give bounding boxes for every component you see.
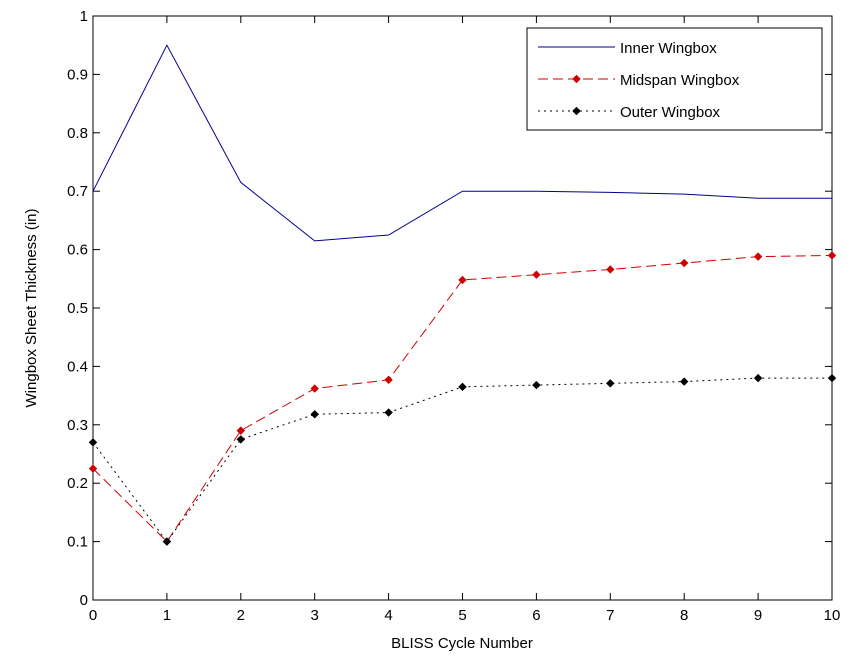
data-point <box>679 258 689 268</box>
legend-label: Outer Wingbox <box>620 104 721 121</box>
x-tick-label: 1 <box>163 607 171 624</box>
legend-marker <box>572 74 581 84</box>
y-tick-label: 0.4 <box>67 358 88 375</box>
x-tick-label: 10 <box>824 607 841 624</box>
data-point <box>532 270 541 279</box>
legend-label: Midspan Wingbox <box>620 72 740 89</box>
data-point <box>88 438 98 447</box>
y-tick-label: 0.5 <box>67 300 88 317</box>
y-tick-label: 0.6 <box>67 242 88 259</box>
y-axis-label: Wingbox Sheet Thickness (in) <box>23 209 40 408</box>
data-point <box>310 384 319 393</box>
data-point <box>606 265 615 274</box>
series-line <box>92 44 832 242</box>
data-point <box>827 373 837 383</box>
data-point <box>384 408 393 417</box>
legend-marker <box>572 106 581 116</box>
x-tick-label: 0 <box>89 607 97 624</box>
data-point <box>236 426 246 435</box>
legend-label: Inner Wingbox <box>620 40 717 57</box>
series-line <box>92 254 833 543</box>
y-tick-label: 0.7 <box>67 183 88 200</box>
data-point <box>679 377 689 386</box>
x-tick-label: 4 <box>384 607 392 624</box>
data-point <box>384 375 393 385</box>
data-point <box>458 275 467 285</box>
x-axis-label: BLISS Cycle Number <box>391 635 533 652</box>
y-tick-label: 0.2 <box>67 475 88 492</box>
data-point <box>753 373 763 383</box>
data-point <box>606 379 615 388</box>
x-tick-label: 2 <box>237 607 245 624</box>
data-point <box>753 252 763 261</box>
x-tick-label: 8 <box>680 607 688 624</box>
y-tick-label: 0 <box>80 592 88 609</box>
y-tick-label: 0.3 <box>67 417 88 434</box>
data-point <box>532 380 541 390</box>
y-tick-label: 0.1 <box>67 534 88 551</box>
data-point <box>88 464 98 473</box>
x-tick-label: 6 <box>532 607 540 624</box>
x-tick-label: 9 <box>754 607 762 624</box>
y-tick-label: 1 <box>80 8 88 25</box>
x-tick-label: 5 <box>458 607 466 624</box>
data-point <box>162 537 172 546</box>
data-point <box>458 382 467 392</box>
data-point <box>310 410 319 419</box>
y-tick-label: 0.9 <box>67 66 88 83</box>
data-point <box>827 251 837 260</box>
data-point <box>236 435 246 444</box>
x-tick-label: 3 <box>311 607 319 624</box>
x-tick-label: 7 <box>606 607 614 624</box>
y-tick-label: 0.8 <box>67 125 88 142</box>
